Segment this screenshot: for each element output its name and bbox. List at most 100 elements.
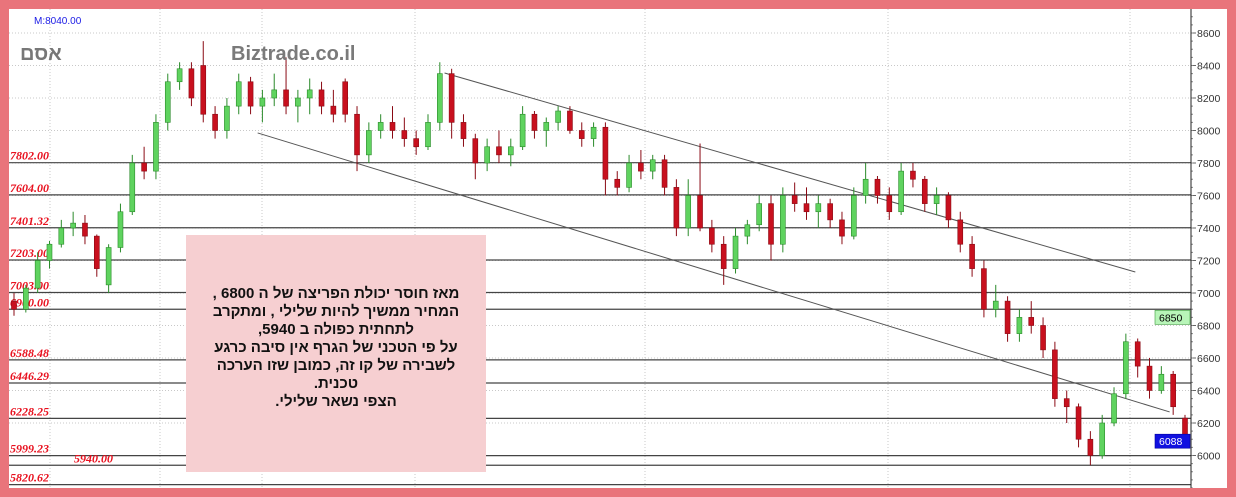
candle <box>23 284 29 313</box>
candle <box>638 150 644 180</box>
candle-body <box>34 260 41 289</box>
y-tick-label: 7000 <box>1197 288 1221 300</box>
candle <box>401 117 408 147</box>
candle-body <box>496 146 502 156</box>
level-label: 5999.23 <box>10 442 49 456</box>
candle-body <box>709 227 715 245</box>
candle <box>791 182 798 212</box>
y-tick-label: 6400 <box>1197 386 1221 398</box>
candle-body <box>981 268 987 310</box>
candle <box>271 73 278 107</box>
note-line: טכנית. <box>313 375 359 392</box>
candle <box>649 154 656 180</box>
level-label: 7604.00 <box>10 181 49 195</box>
candle-body <box>886 195 893 213</box>
candle-body <box>1170 373 1176 408</box>
level-label: 7802.00 <box>10 149 49 163</box>
candle-body <box>153 122 159 172</box>
candle-body <box>1087 438 1094 456</box>
candle <box>815 195 822 228</box>
candle <box>839 211 845 245</box>
candle-body <box>460 122 467 139</box>
candle <box>11 293 17 316</box>
candle-body <box>697 195 703 229</box>
candle-body <box>874 178 881 196</box>
candle <box>910 163 916 188</box>
candle <box>1170 371 1176 415</box>
candle <box>898 163 904 215</box>
candle <box>626 154 632 193</box>
candle-body <box>23 287 29 310</box>
candle-body <box>614 178 621 188</box>
candle-body <box>366 130 372 156</box>
candle <box>756 195 762 232</box>
candle-body <box>354 113 360 156</box>
y-tick-label: 8200 <box>1197 93 1221 105</box>
candle <box>484 138 490 172</box>
candle-body <box>851 195 857 237</box>
y-tick-label: 7400 <box>1197 223 1221 235</box>
candle-body <box>732 235 739 269</box>
trendline <box>257 132 1170 413</box>
candle-body <box>567 110 573 131</box>
candle <box>306 78 313 115</box>
y-tick-label: 7600 <box>1197 191 1221 203</box>
candle-body <box>910 170 916 180</box>
candle-body <box>271 89 278 99</box>
price-badge <box>1154 310 1191 325</box>
y-tick-label: 6800 <box>1197 321 1221 333</box>
candle-body <box>531 113 538 131</box>
candle-body <box>141 162 147 172</box>
price-badge-label: 6088 <box>1159 436 1183 448</box>
candle <box>1099 414 1106 459</box>
candle <box>58 219 65 248</box>
candle-body <box>259 97 266 107</box>
candle-body <box>306 89 313 99</box>
candle-body <box>839 219 845 237</box>
candle <box>614 171 621 196</box>
candle-body <box>756 203 762 226</box>
candle-body <box>93 235 100 269</box>
candle-body <box>318 89 325 107</box>
candle <box>117 203 124 253</box>
candle-body <box>212 113 218 131</box>
candle <box>496 130 502 163</box>
candle-body <box>649 159 656 172</box>
candle-body <box>46 243 53 261</box>
candle-body <box>780 195 786 245</box>
candle <box>141 146 147 180</box>
candle <box>389 106 396 139</box>
candle <box>164 73 171 131</box>
candle-body <box>1134 341 1141 367</box>
candle-body <box>330 105 337 115</box>
candle <box>1016 309 1023 342</box>
candle-body <box>105 247 112 286</box>
candle-body <box>164 81 171 123</box>
candle-body <box>484 146 490 164</box>
candle-body <box>11 300 17 310</box>
candle <box>153 114 159 180</box>
candle <box>259 89 266 123</box>
candle-body <box>1158 373 1165 391</box>
candle <box>578 122 585 147</box>
candle <box>472 133 479 180</box>
candle-body <box>129 162 136 213</box>
candle-body <box>638 162 644 172</box>
candle-body <box>543 122 550 131</box>
candle <box>1052 341 1058 407</box>
candle <box>247 76 254 115</box>
candle <box>543 117 550 147</box>
candle <box>448 68 455 139</box>
candle <box>105 244 112 293</box>
candle <box>921 176 928 212</box>
candle-body <box>945 195 952 221</box>
candle <box>425 114 431 150</box>
candle <box>1158 366 1165 394</box>
trendline <box>444 72 1136 273</box>
level-label: 7003.00 <box>10 279 49 293</box>
candle-body <box>389 122 396 131</box>
candle-body <box>992 300 999 310</box>
candle-body <box>661 159 668 188</box>
candle <box>46 241 53 269</box>
candle-body <box>578 130 585 139</box>
